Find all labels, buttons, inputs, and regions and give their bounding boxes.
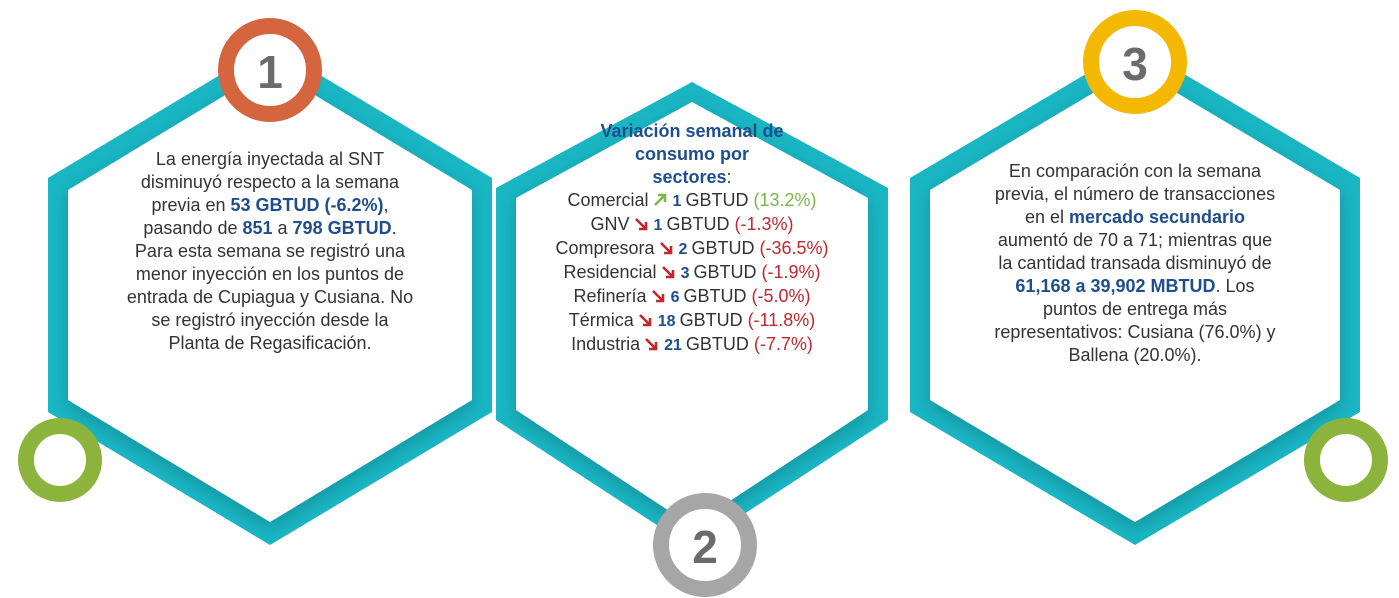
sector-row: GNV 1 GBTUD (-1.3%) [527,213,857,237]
sector-change: (-11.8%) [747,310,816,330]
sector-row: Comercial 1 GBTUD (13.2%) [527,189,857,213]
sector-row: Industria 21 GBTUD (-7.7%) [527,333,857,357]
panel-number: 2 [692,521,718,573]
sector-unit: GBTUD [685,190,749,210]
sector-row: Residencial 3 GBTUD (-1.9%) [527,261,857,285]
decor-ring [1304,418,1388,502]
sector-list: Comercial 1 GBTUD (13.2%) GNV 1 GBTUD (-1.3%) Co… [527,189,857,357]
sector-name: Refinería [573,286,647,306]
sector-change: (-1.9%) [761,262,821,282]
trend-arrow [638,314,652,327]
trend-arrow [659,242,672,255]
sector-value: 2 [678,241,688,258]
highlight: 61,168 a 39,902 MBTUD [1015,276,1216,296]
panel-text: La energía inyectada al SNT disminuyó re… [125,148,415,355]
panel-text: En comparación con la semana previa, el … [990,160,1280,367]
sector-change: (-5.0%) [751,286,811,306]
sector-name: Térmica [568,310,634,330]
sector-value: 1 [653,217,663,234]
sector-unit: GBTUD [683,286,747,306]
trend-arrow [645,338,658,351]
sector-change: (13.2%) [753,190,817,210]
sector-name: Compresora [555,238,655,258]
paragraph: Para esta semana se registró una menor i… [125,240,415,355]
sector-name: Comercial [567,190,649,210]
sector-row: Compresora 2 GBTUD (-36.5%) [527,237,857,261]
sector-name: Industria [571,334,641,354]
hexagon-card [930,68,1340,522]
number-badge [653,493,757,597]
decor-ring [18,418,102,502]
highlight: mercado secundario [1068,207,1246,227]
number-badge [1083,10,1187,114]
highlight: 53 GBTUD (-6.2%) [230,195,384,215]
hexagon-card [68,68,472,522]
trend-arrow [651,290,664,303]
sector-unit: GBTUD [679,310,743,330]
text: . Los puntos de entrega más representati… [994,276,1276,365]
text: La energía inyectada al SNT disminuyó re… [140,149,400,215]
text: Para esta semana se registró una menor i… [126,241,414,353]
sector-name: GNV [590,214,630,234]
text: , pasando de [143,195,389,238]
text: En comparación con la semana previa, el … [994,161,1276,227]
heading-text: Variación semanal de consumo por sectore… [600,121,784,187]
sector-unit: GBTUD [685,334,749,354]
heading: Variación semanal de consumo por sectore… [597,120,787,189]
highlight: 798 GBTUD [292,218,392,238]
trend-arrow [661,266,674,279]
trend-arrow [653,193,666,206]
panel-number: 1 [257,46,283,98]
sector-change: (-1.3%) [734,214,794,234]
sector-unit: GBTUD [693,262,757,282]
panel-text: Variación semanal de consumo por sectore… [527,120,857,357]
sector-name: Residencial [563,262,657,282]
sector-value: 3 [680,265,690,282]
trend-arrow [634,218,647,231]
sector-value: 21 [664,337,682,354]
sector-value: 1 [672,193,682,210]
text: : [726,167,732,187]
sector-change: (-7.7%) [753,334,813,354]
hexagon-card [516,102,868,526]
text: . [391,218,397,238]
highlight: 851 [242,218,273,238]
sector-value: 18 [657,313,676,330]
number-badge [218,18,322,122]
sector-row: Térmica 18 GBTUD (-11.8%) [527,309,857,333]
sector-unit: GBTUD [666,214,730,234]
text: a [272,218,293,238]
sector-value: 6 [670,289,680,306]
paragraph: En comparación con la semana previa, el … [990,160,1280,367]
text: aumentó de 70 a 71; mientras que la cant… [997,230,1273,273]
sector-change: (-36.5%) [759,238,829,258]
sector-unit: GBTUD [691,238,755,258]
sector-row: Refinería 6 GBTUD (-5.0%) [527,285,857,309]
paragraph: La energía inyectada al SNT disminuyó re… [125,148,415,240]
panel-number: 3 [1122,38,1148,90]
